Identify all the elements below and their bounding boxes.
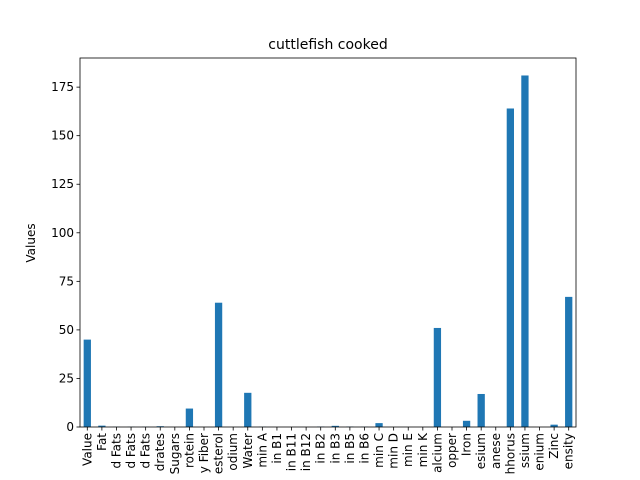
- bar: [477, 393, 485, 427]
- y-axis-label: Values: [24, 223, 38, 262]
- x-tick-label: alcium: [430, 433, 444, 473]
- x-tick-label: esium: [474, 433, 488, 469]
- x-tick-label: d Fats: [109, 433, 123, 469]
- x-tick-label: in B12: [299, 433, 313, 471]
- x-tick-label: odium: [226, 433, 240, 471]
- bars-group: [83, 75, 573, 428]
- x-tick-label: anese: [489, 433, 503, 469]
- x-tick-label: ssium: [518, 433, 532, 468]
- x-tick-label: rotein: [182, 433, 196, 468]
- x-tick-label: y Fiber: [197, 433, 211, 473]
- bar: [506, 108, 514, 428]
- bar: [375, 423, 383, 427]
- x-tick-label: min E: [401, 433, 415, 467]
- bar: [185, 408, 194, 427]
- x-tick-label: enium: [533, 433, 547, 471]
- x-tick-label: Fat: [95, 433, 109, 451]
- bar: [244, 392, 252, 427]
- x-tick-label: Iron: [460, 433, 474, 456]
- bar: [214, 302, 223, 427]
- x-tick-label: in B2: [314, 433, 328, 464]
- x-tick-label: in B3: [328, 433, 342, 464]
- bar: [331, 425, 339, 427]
- bar: [521, 75, 529, 427]
- x-tick-label: in B5: [343, 433, 357, 464]
- x-ticks-group: Value Fat d Fats d Fats d Fats drates Sugars ro…: [80, 427, 576, 474]
- x-tick-label: d Fats: [124, 433, 138, 469]
- x-tick-label: esterol: [212, 433, 226, 474]
- y-tick-label: 175: [51, 80, 74, 94]
- x-tick-label: min C: [372, 433, 386, 468]
- y-ticks-group: 0 25 50 75 100 125 150 175: [51, 80, 80, 434]
- bar: [433, 327, 442, 427]
- y-tick-label: 125: [51, 177, 74, 191]
- x-tick-label: hhorus: [503, 433, 517, 474]
- x-tick-label: min K: [416, 432, 430, 467]
- plot-frame: [79, 57, 577, 428]
- bar: [98, 425, 106, 427]
- x-tick-label: in B6: [357, 433, 371, 464]
- x-tick-label: ensity: [562, 433, 576, 469]
- y-tick-label: 25: [59, 371, 74, 385]
- x-tick-label: opper: [445, 433, 459, 468]
- x-tick-label: Zinc: [547, 433, 561, 459]
- x-tick-label: min D: [387, 433, 401, 469]
- x-tick-label: drates: [153, 433, 167, 471]
- bar: [83, 339, 91, 427]
- y-tick-label: 0: [66, 420, 74, 434]
- bar: [462, 420, 471, 427]
- x-tick-label: in B11: [285, 433, 299, 471]
- x-tick-label: in B1: [270, 433, 284, 464]
- x-tick-label: Value: [80, 433, 94, 466]
- x-tick-label: d Fats: [139, 433, 153, 469]
- x-tick-label: Water: [241, 433, 255, 469]
- bar: [565, 296, 573, 427]
- y-tick-label: 150: [51, 129, 74, 143]
- x-tick-label: min A: [255, 432, 269, 467]
- y-tick-label: 75: [59, 274, 74, 288]
- chart-title: cuttlefish cooked: [268, 37, 387, 53]
- bar: [550, 424, 558, 427]
- x-tick-label: Sugars: [168, 433, 182, 474]
- y-tick-label: 50: [59, 323, 74, 337]
- y-tick-label: 100: [51, 226, 74, 240]
